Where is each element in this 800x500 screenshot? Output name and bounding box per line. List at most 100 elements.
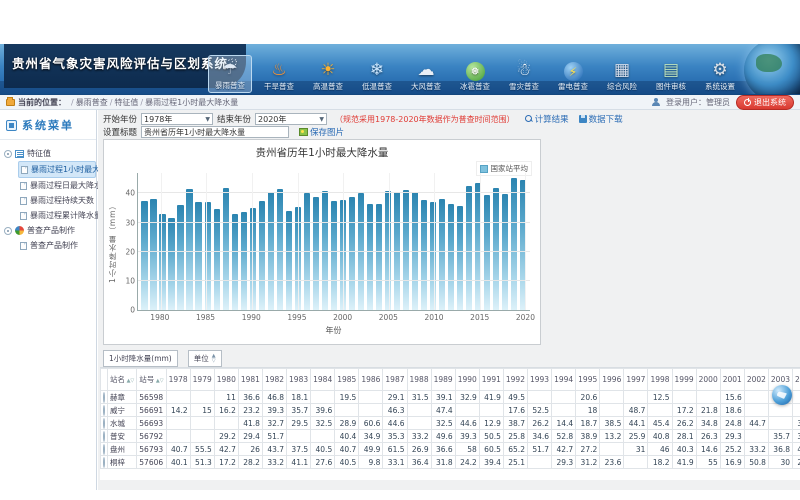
row-marker-icon[interactable] bbox=[103, 418, 105, 429]
node-toggle-icon[interactable] bbox=[4, 227, 12, 235]
bar-1987[interactable] bbox=[223, 188, 229, 310]
breadcrumb-item[interactable]: 暴雨过程1小时最大降水量 bbox=[145, 98, 238, 107]
col-year-1995[interactable]: 1995 bbox=[576, 369, 600, 391]
bar-2019[interactable] bbox=[511, 178, 517, 310]
col-year-2000[interactable]: 2000 bbox=[696, 369, 720, 391]
sidebar-item-普查产品制作[interactable]: 普查产品制作 bbox=[18, 238, 96, 253]
bar-1984[interactable] bbox=[195, 202, 201, 310]
logout-button[interactable]: 退出系统 bbox=[736, 95, 794, 110]
bar-1991[interactable] bbox=[259, 201, 265, 310]
bar-2012[interactable] bbox=[448, 204, 454, 310]
nav-item-wind[interactable]: ☁大风普查 bbox=[404, 57, 448, 93]
floating-widget[interactable] bbox=[772, 385, 792, 405]
col-year-1980[interactable]: 1980 bbox=[214, 369, 238, 391]
node-toggle-icon[interactable] bbox=[4, 150, 12, 158]
save-image-button[interactable]: 保存图片 bbox=[299, 126, 344, 138]
col-year-1994[interactable]: 1994 bbox=[552, 369, 576, 391]
bar-1996[interactable] bbox=[304, 193, 310, 310]
nav-item-map-review[interactable]: ▤图件审核 bbox=[649, 57, 693, 93]
bar-2016[interactable] bbox=[484, 195, 490, 310]
bar-2004[interactable] bbox=[376, 204, 382, 310]
sidebar-item-暴雨过程1小时最大降水量[interactable]: 暴雨过程1小时最大降水量 bbox=[18, 161, 96, 178]
tree-group-普查产品制作[interactable]: 普查产品制作 bbox=[4, 223, 96, 238]
nav-item-high-temp[interactable]: ☀高温普查 bbox=[306, 57, 350, 93]
col-station-header[interactable]: 站名 ▲▽ bbox=[108, 369, 137, 391]
col-year-1996[interactable]: 1996 bbox=[600, 369, 624, 391]
row-marker-icon[interactable] bbox=[103, 444, 105, 455]
unit-selector[interactable]: 单位 ▲▽ bbox=[188, 350, 222, 367]
col-year-1979[interactable]: 1979 bbox=[190, 369, 214, 391]
col-year-1992[interactable]: 1992 bbox=[503, 369, 527, 391]
row-marker-icon[interactable] bbox=[103, 457, 105, 468]
bar-2003[interactable] bbox=[367, 204, 373, 310]
bar-1997[interactable] bbox=[313, 197, 319, 310]
data-download-button[interactable]: 数据下载 bbox=[579, 113, 623, 125]
col-year-1987[interactable]: 1987 bbox=[383, 369, 407, 391]
nav-item-drought[interactable]: ♨干旱普查 bbox=[257, 57, 301, 93]
nav-item-snow[interactable]: ☃雪灾普查 bbox=[502, 57, 546, 93]
row-select-cell[interactable] bbox=[101, 443, 108, 456]
col-year-1982[interactable]: 1982 bbox=[262, 369, 286, 391]
bar-2014[interactable] bbox=[466, 186, 472, 310]
bar-1994[interactable] bbox=[286, 211, 292, 310]
col-year-2001[interactable]: 2001 bbox=[720, 369, 744, 391]
sort-arrows-icon[interactable]: ▲▽ bbox=[125, 378, 134, 384]
col-row-icon[interactable] bbox=[101, 369, 108, 391]
col-year-1986[interactable]: 1986 bbox=[359, 369, 383, 391]
row-marker-icon[interactable] bbox=[103, 392, 105, 403]
col-year-1997[interactable]: 1997 bbox=[624, 369, 648, 391]
nav-item-low-temp[interactable]: ❄低温普查 bbox=[355, 57, 399, 93]
col-year-1999[interactable]: 1999 bbox=[672, 369, 696, 391]
col-year-1991[interactable]: 1991 bbox=[479, 369, 503, 391]
sidebar-item-暴雨过程日最大降水量[interactable]: 暴雨过程日最大降水量 bbox=[18, 178, 96, 193]
bar-2002[interactable] bbox=[358, 193, 364, 310]
bar-1999[interactable] bbox=[331, 201, 337, 310]
col-year-1998[interactable]: 1998 bbox=[648, 369, 672, 391]
nav-item-composite-risk[interactable]: ▦综合风险 bbox=[600, 57, 644, 93]
bar-2009[interactable] bbox=[421, 200, 427, 310]
col-year-1978[interactable]: 1978 bbox=[166, 369, 190, 391]
bar-1979[interactable] bbox=[150, 199, 156, 310]
row-select-cell[interactable] bbox=[101, 456, 108, 469]
col-year-2004[interactable]: 2004 bbox=[793, 369, 800, 391]
end-year-select[interactable]: 2020年▼ bbox=[255, 113, 327, 125]
col-year-1984[interactable]: 1984 bbox=[311, 369, 335, 391]
col-year-1989[interactable]: 1989 bbox=[431, 369, 455, 391]
col-year-1988[interactable]: 1988 bbox=[407, 369, 431, 391]
nav-item-settings[interactable]: ⚙系统设置 bbox=[698, 57, 742, 93]
row-marker-icon[interactable] bbox=[103, 431, 105, 442]
sidebar-item-暴雨过程持续天数[interactable]: 暴雨过程持续天数 bbox=[18, 193, 96, 208]
row-select-cell[interactable] bbox=[101, 430, 108, 443]
bar-1981[interactable] bbox=[168, 218, 174, 310]
bar-1989[interactable] bbox=[241, 212, 247, 310]
col-station-id-header[interactable]: 站号 ▲▽ bbox=[137, 369, 166, 391]
breadcrumb-item[interactable]: 特征值 bbox=[114, 98, 138, 107]
bar-2011[interactable] bbox=[439, 199, 445, 310]
tree-group-特征值[interactable]: 特征值 bbox=[4, 146, 96, 161]
bar-1986[interactable] bbox=[214, 209, 220, 310]
calculate-button[interactable]: 计算结果 bbox=[525, 113, 569, 125]
row-select-cell[interactable] bbox=[101, 391, 108, 404]
col-year-1985[interactable]: 1985 bbox=[335, 369, 359, 391]
col-year-1981[interactable]: 1981 bbox=[238, 369, 262, 391]
col-year-1990[interactable]: 1990 bbox=[455, 369, 479, 391]
metric-selector[interactable]: 1小时降水量(mm) bbox=[103, 350, 178, 367]
row-marker-icon[interactable] bbox=[103, 405, 105, 416]
nav-item-hail[interactable]: ❅冰雹普查 bbox=[453, 60, 497, 93]
row-select-cell[interactable] bbox=[101, 404, 108, 417]
bar-2017[interactable] bbox=[493, 188, 499, 310]
col-year-1993[interactable]: 1993 bbox=[527, 369, 551, 391]
bar-2018[interactable] bbox=[502, 194, 508, 310]
nav-item-lightning[interactable]: ⚡雷电普查 bbox=[551, 60, 595, 93]
nav-item-rainstorm[interactable]: ☔暴雨普查 bbox=[208, 55, 252, 93]
sort-arrows-icon[interactable]: ▲▽ bbox=[154, 378, 163, 384]
start-year-select[interactable]: 1978年▼ bbox=[141, 113, 213, 125]
bar-1983[interactable] bbox=[186, 189, 192, 310]
bar-1978[interactable] bbox=[141, 201, 147, 310]
bar-1993[interactable] bbox=[277, 189, 283, 310]
row-select-cell[interactable] bbox=[101, 417, 108, 430]
breadcrumb-item[interactable]: 暴雨普查 bbox=[76, 98, 108, 107]
bar-1988[interactable] bbox=[232, 214, 238, 310]
col-year-2002[interactable]: 2002 bbox=[744, 369, 768, 391]
chart-title-input[interactable] bbox=[141, 126, 289, 138]
